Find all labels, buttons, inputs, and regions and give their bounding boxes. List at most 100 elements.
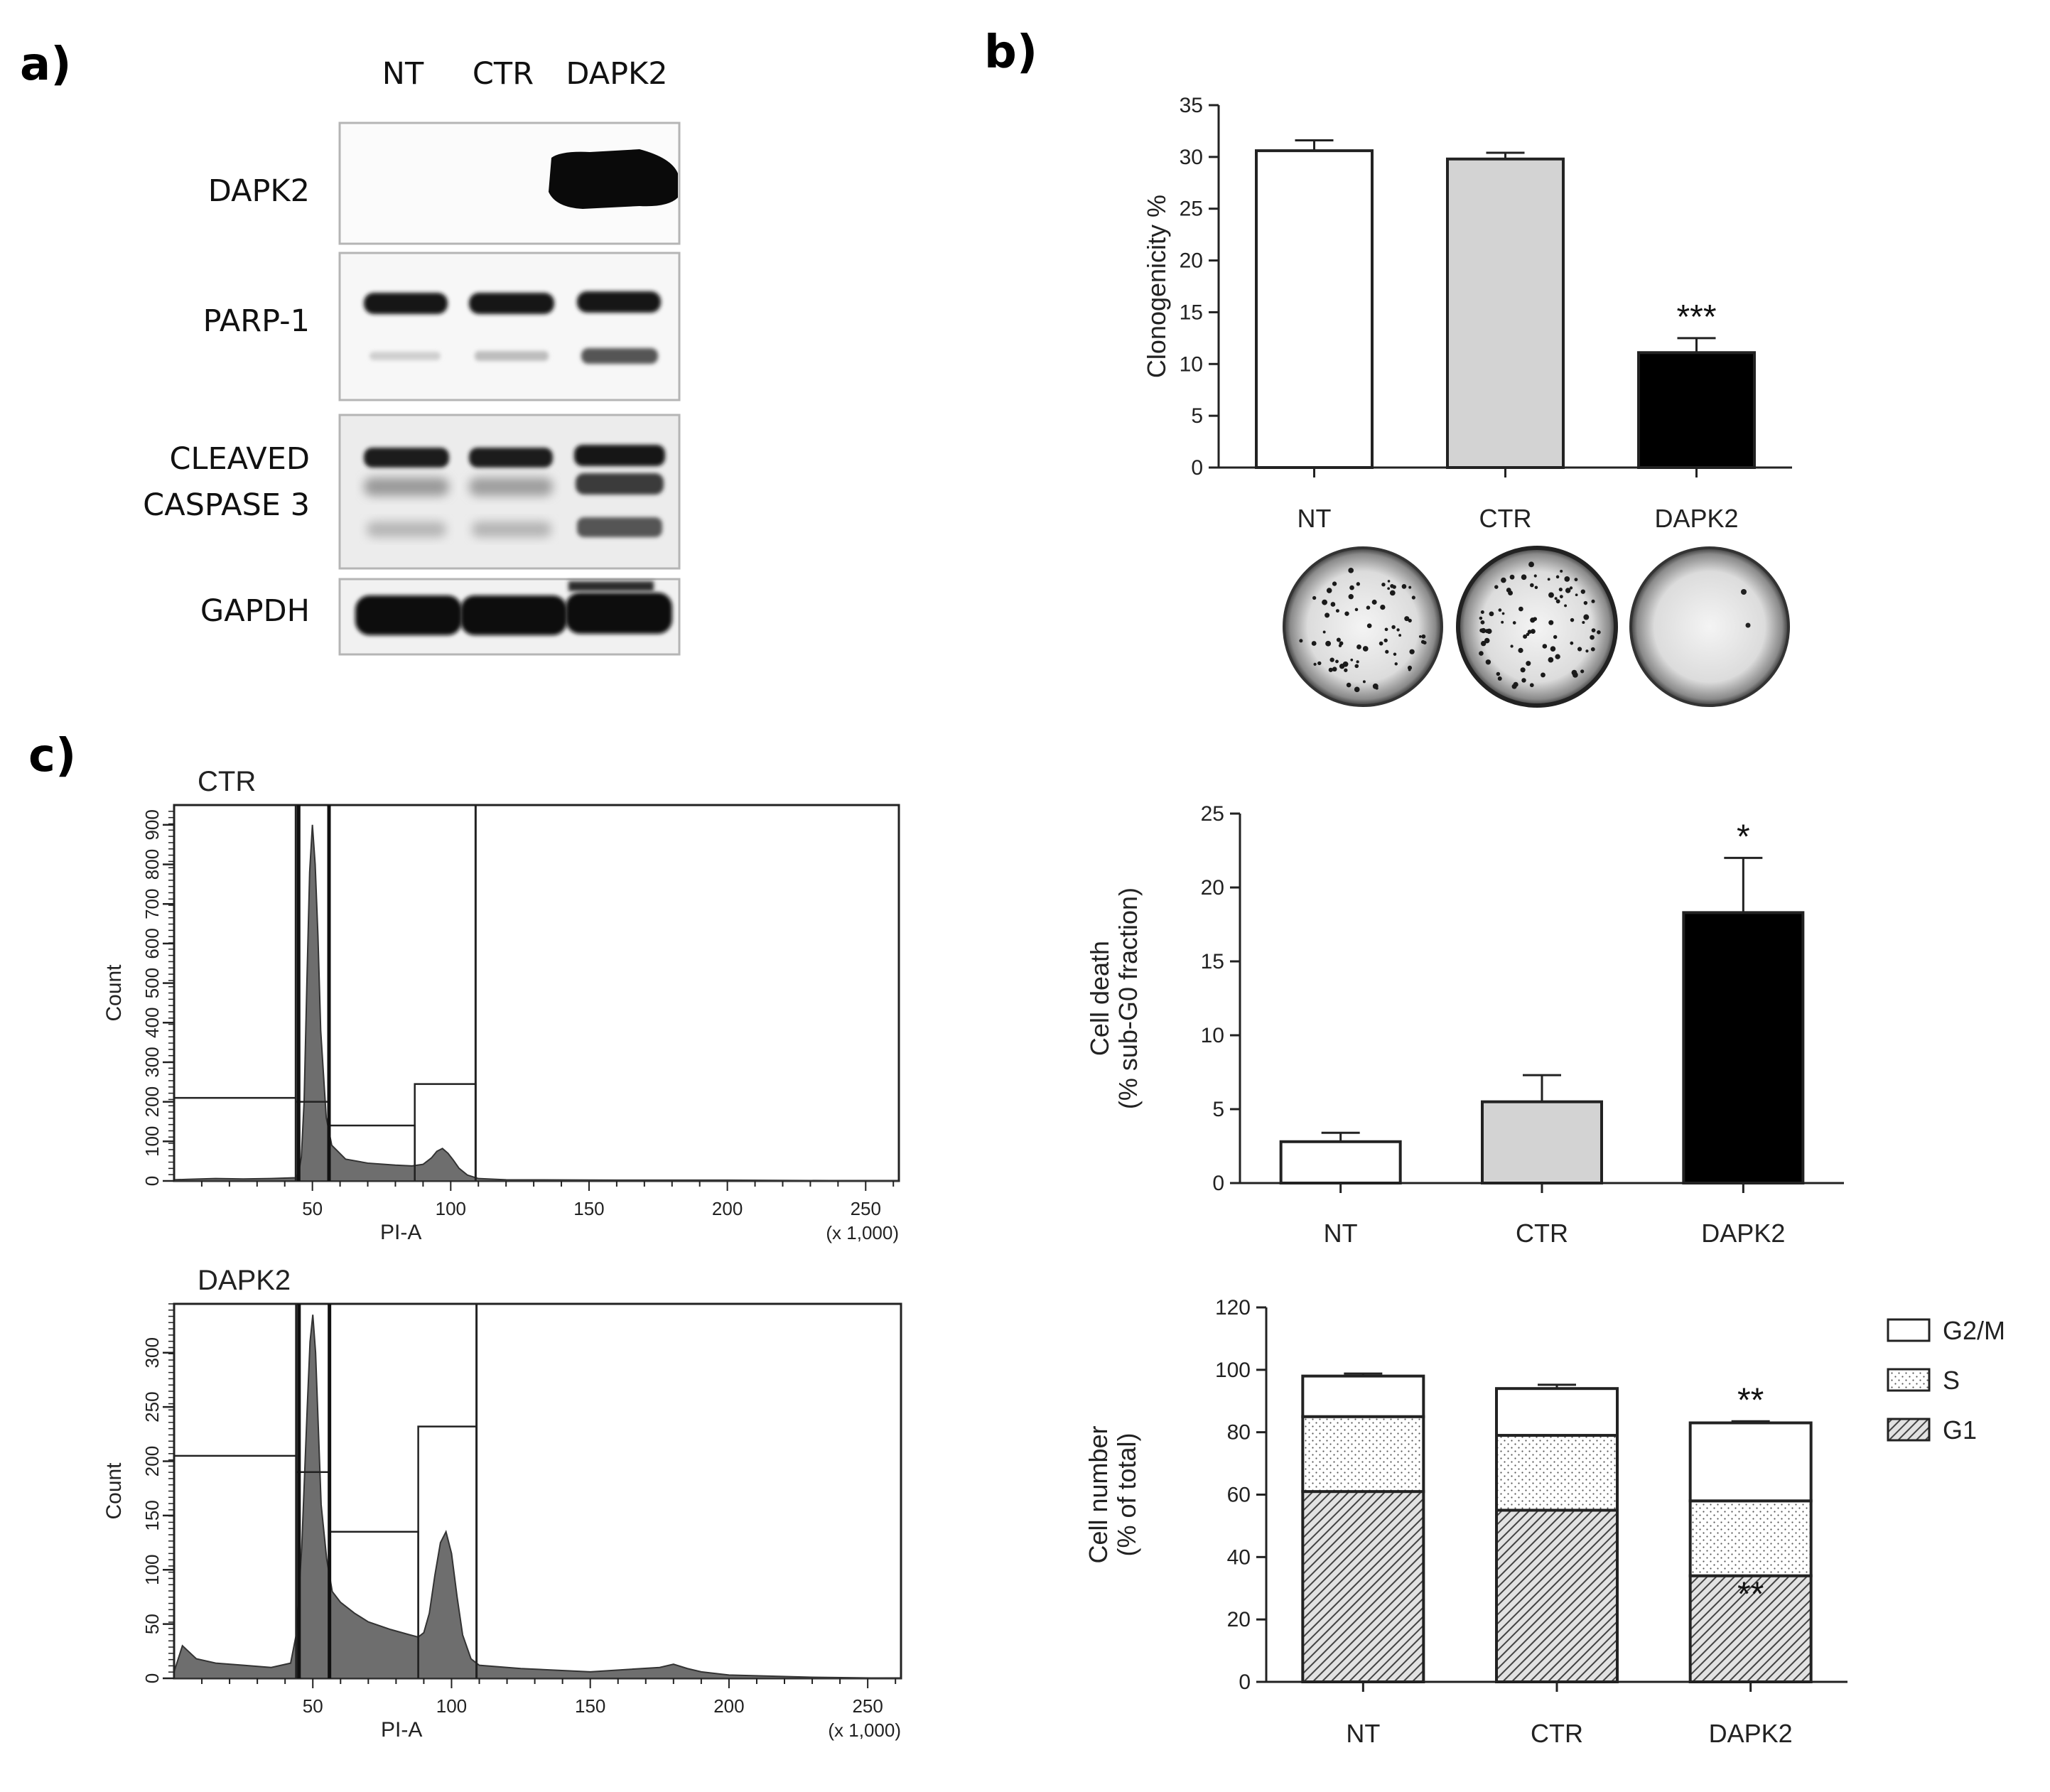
colony bbox=[1387, 580, 1391, 583]
bar-segment-g2m-dapk2 bbox=[1688, 1421, 1813, 1503]
significance-marker: ** bbox=[1737, 1381, 1764, 1419]
colony bbox=[1583, 614, 1590, 620]
y-tick-label: 30 bbox=[1180, 146, 1203, 169]
colony bbox=[1541, 672, 1545, 678]
colony bbox=[1530, 617, 1536, 623]
bar-ctr bbox=[1446, 157, 1565, 469]
colony bbox=[1590, 635, 1595, 640]
colony bbox=[1409, 649, 1415, 654]
panel-label-a: a) bbox=[20, 38, 71, 91]
x-tick-label-ctr: CTR bbox=[1479, 504, 1532, 533]
colony bbox=[1322, 630, 1326, 634]
histogram-title: DAPK2 bbox=[198, 1265, 291, 1296]
y-tick-label: 25 bbox=[1201, 802, 1224, 826]
colony bbox=[1354, 608, 1359, 612]
colony bbox=[1342, 661, 1349, 667]
y-tick-label: 900 bbox=[141, 809, 163, 840]
x-axis-unit: (x 1,000) bbox=[826, 1222, 899, 1243]
colony bbox=[1401, 584, 1407, 589]
bar-segment-s-ctr bbox=[1495, 1434, 1619, 1512]
lane-label-nt: NT bbox=[382, 56, 424, 92]
colony bbox=[1421, 634, 1426, 639]
colony bbox=[1366, 605, 1371, 610]
colony bbox=[1590, 647, 1595, 652]
colony bbox=[1542, 644, 1548, 649]
colony bbox=[1356, 644, 1361, 649]
colony bbox=[1387, 587, 1391, 590]
colony bbox=[1332, 666, 1337, 672]
y-tick-label: 0 bbox=[141, 1673, 163, 1683]
colony bbox=[1577, 647, 1582, 652]
protein-label-gapdh: GAPDH bbox=[200, 593, 310, 629]
colony-plate-nt bbox=[1283, 546, 1443, 707]
x-tick-label: 50 bbox=[302, 1198, 323, 1219]
x-tick-label-nt: NT bbox=[1298, 504, 1332, 533]
colony bbox=[1326, 588, 1332, 593]
colony bbox=[1570, 641, 1574, 645]
colony bbox=[1511, 684, 1517, 689]
histogram-title: CTR bbox=[198, 766, 256, 797]
colony bbox=[1580, 589, 1585, 594]
colony-plates bbox=[1283, 546, 1790, 708]
x-tick-label: 100 bbox=[436, 1198, 466, 1219]
colony bbox=[1534, 585, 1538, 589]
colony bbox=[1550, 646, 1556, 652]
colony bbox=[1336, 637, 1341, 642]
colony bbox=[1531, 629, 1536, 635]
colony bbox=[1354, 664, 1359, 669]
colony bbox=[1529, 683, 1534, 688]
y-axis-title: Cell death bbox=[1085, 941, 1114, 1056]
colony bbox=[1398, 634, 1402, 637]
y-tick-label: 60 bbox=[1227, 1484, 1251, 1507]
x-tick-label-dapk2: DAPK2 bbox=[1654, 504, 1738, 533]
colony bbox=[1362, 680, 1366, 684]
colony bbox=[1346, 682, 1352, 688]
protein-label-cleaved: CLEAVED bbox=[169, 441, 310, 477]
y-tick-label: 250 bbox=[141, 1391, 163, 1422]
colony bbox=[1389, 590, 1396, 596]
y-tick-label: 200 bbox=[141, 1086, 163, 1117]
x-axis-title: PI-A bbox=[380, 1221, 421, 1244]
colony bbox=[1381, 582, 1386, 587]
lane-label-ctr: CTR bbox=[473, 56, 534, 92]
bar-nt bbox=[1255, 149, 1374, 469]
y-tick-label: 10 bbox=[1180, 352, 1203, 376]
colony bbox=[1518, 647, 1523, 653]
colony bbox=[1479, 628, 1484, 633]
blot-strip-caspase3 bbox=[338, 414, 681, 570]
colony bbox=[1521, 574, 1527, 581]
colony bbox=[1494, 585, 1499, 589]
cell-cycle-chart: 0 20 40 60 80 100 120 NT CTR ** ** DAPK2 Cell number… bbox=[1084, 1296, 1847, 1748]
histogram-area bbox=[173, 1315, 902, 1679]
colony bbox=[1366, 623, 1372, 629]
bar-segment-g1-nt bbox=[1301, 1490, 1425, 1684]
colony bbox=[1311, 641, 1317, 646]
colony bbox=[1555, 599, 1560, 604]
legend-swatch-s bbox=[1887, 1368, 1931, 1392]
bar-dapk2 bbox=[1682, 911, 1805, 1184]
significance-marker: *** bbox=[1676, 298, 1716, 336]
colony bbox=[1580, 669, 1585, 674]
bar-segment-g1-dapk2 bbox=[1688, 1574, 1813, 1684]
band-dapk2-dapk2 bbox=[549, 149, 678, 209]
x-tick-label-nt: NT bbox=[1346, 1719, 1380, 1748]
colony bbox=[1565, 588, 1571, 593]
y-axis-title: Cell number bbox=[1084, 1425, 1113, 1563]
colony bbox=[1526, 661, 1531, 666]
colony-plate-dapk2 bbox=[1629, 546, 1790, 707]
blot-strip-dapk2 bbox=[338, 122, 681, 245]
x-tick-label-nt: NT bbox=[1324, 1219, 1358, 1248]
colony bbox=[1572, 672, 1578, 678]
colony bbox=[1335, 609, 1339, 613]
colony bbox=[1407, 665, 1413, 670]
y-tick-label: 400 bbox=[141, 1008, 163, 1038]
colony bbox=[1533, 574, 1537, 578]
clonogenicity-chart: 0 5 10 15 20 25 30 35 NT CTR DAPK2 *** Clonogenicity… bbox=[1142, 94, 1792, 533]
legend-swatch-g2m bbox=[1887, 1318, 1931, 1342]
colony bbox=[1597, 630, 1601, 635]
protein-label-dapk2: DAPK2 bbox=[208, 173, 310, 209]
colony bbox=[1344, 611, 1349, 616]
y-tick-label: 20 bbox=[1227, 1608, 1251, 1631]
colony bbox=[1506, 588, 1511, 593]
